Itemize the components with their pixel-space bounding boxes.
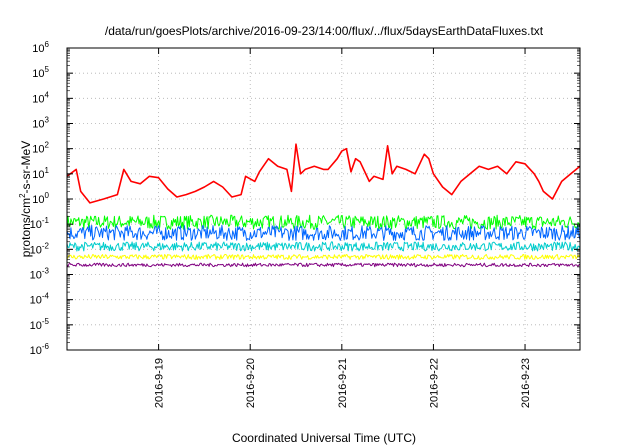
y-tick-label-exponent: 2 (45, 141, 50, 150)
y-tick-label: 10-5 (30, 317, 50, 332)
y-tick-label-exponent: 5 (45, 65, 50, 74)
y-tick-label: 102 (32, 141, 49, 156)
y-tick-label-exponent: -3 (42, 267, 50, 276)
y-tick-label-exponent: 4 (45, 90, 50, 99)
x-tick-label: 2016-9-23 (520, 358, 532, 408)
x-axis-ticks: 2016-9-19 2016-9-20 2016-9-21 2016-9-22 2016… (154, 48, 532, 408)
y-tick-label-base: 10 (32, 68, 44, 80)
y-tick-label: 10-6 (30, 342, 50, 357)
y-tick-label-exponent: -4 (42, 292, 50, 301)
x-tick-label: 2016-9-20 (245, 358, 257, 408)
y-tick-label: 10-1 (30, 216, 50, 231)
y-tick-label: 106 (32, 40, 49, 55)
series-line-1 (66, 214, 581, 230)
y-tick-label-exponent: 1 (45, 166, 50, 175)
y-tick-label-exponent: 0 (45, 191, 50, 200)
y-tick-label-exponent: -1 (42, 216, 50, 225)
y-tick-label: 103 (32, 116, 49, 131)
series-group (66, 143, 581, 268)
y-axis-title-rest: -s-sr-MeV (19, 141, 33, 194)
y-tick-label-base: 10 (30, 320, 42, 332)
y-tick-label-base: 10 (32, 43, 44, 55)
y-axis-ticks: 10-610-510-410-310-210-11001011021031041… (30, 40, 580, 357)
y-tick-label-base: 10 (30, 295, 42, 307)
y-tick-label: 10-2 (30, 241, 50, 256)
series-line-3 (66, 241, 581, 252)
y-axis-title: protons/cm2-s-sr-MeV (18, 141, 33, 257)
y-tick-label: 10-3 (30, 267, 50, 282)
y-tick-label-exponent: 6 (45, 40, 50, 49)
y-tick-label-exponent: 3 (45, 116, 50, 125)
x-tick-label: 2016-9-22 (428, 358, 440, 408)
series-line-5 (66, 262, 581, 268)
y-tick-label: 10-4 (30, 292, 50, 307)
y-tick-label-base: 10 (30, 244, 42, 256)
y-tick-label-base: 10 (32, 169, 44, 181)
y-tick-label-exponent: -5 (42, 317, 50, 326)
y-tick-label-base: 10 (32, 194, 44, 206)
x-axis-title: Coordinated Universal Time (UTC) (232, 431, 416, 445)
y-tick-label-base: 10 (30, 219, 42, 231)
y-axis-title-sup: 2 (18, 193, 27, 198)
y-tick-label-exponent: -6 (42, 342, 50, 351)
grid (67, 48, 580, 350)
y-tick-label-exponent: -2 (42, 241, 50, 250)
y-tick-label-base: 10 (30, 345, 42, 357)
y-tick-label-base: 10 (32, 93, 44, 105)
series-line-0 (66, 143, 581, 204)
chart-title: /data/run/goesPlots/archive/2016-09-23/1… (105, 24, 544, 38)
y-tick-label: 100 (32, 191, 49, 206)
series-line-2 (66, 224, 581, 241)
series-line-4 (66, 253, 581, 260)
y-tick-label-base: 10 (30, 270, 42, 282)
y-tick-label: 104 (32, 90, 49, 105)
x-tick-label: 2016-9-19 (154, 358, 166, 408)
y-axis-title-base: protons/cm (19, 198, 33, 257)
x-tick-label: 2016-9-21 (337, 358, 349, 408)
y-tick-label: 101 (32, 166, 49, 181)
y-tick-label-base: 10 (32, 144, 44, 156)
y-tick-label-base: 10 (32, 119, 44, 131)
y-tick-label: 105 (32, 65, 49, 80)
